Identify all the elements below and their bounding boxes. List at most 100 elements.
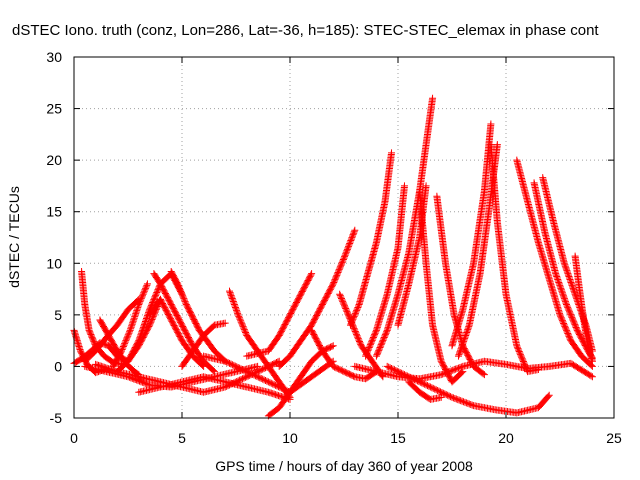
data-point — [352, 329, 360, 337]
data-point — [561, 296, 569, 304]
series-track — [383, 362, 553, 417]
data-point — [347, 237, 355, 245]
data-point — [566, 275, 574, 283]
data-point — [139, 323, 147, 331]
data-point — [350, 325, 358, 333]
data-point — [229, 296, 237, 304]
data-point — [119, 343, 127, 351]
data-point — [349, 315, 357, 323]
data-point — [563, 267, 571, 275]
data-point — [142, 284, 150, 292]
data-point — [552, 270, 560, 278]
data-point — [135, 301, 143, 309]
data-point — [349, 372, 357, 380]
data-point — [567, 312, 575, 320]
data-point — [337, 293, 345, 301]
data-point — [241, 327, 249, 335]
data-point — [559, 292, 567, 300]
data-point — [129, 319, 137, 327]
data-point — [556, 311, 564, 319]
data-point — [227, 360, 235, 368]
data-point — [561, 324, 569, 332]
data-point — [442, 391, 450, 399]
data-point — [456, 364, 464, 372]
data-point — [461, 334, 469, 342]
data-point — [457, 397, 465, 405]
data-point — [518, 353, 526, 361]
data-point — [259, 375, 267, 383]
data-point — [432, 386, 440, 394]
data-point — [224, 359, 232, 367]
x-tick-label: 10 — [282, 430, 298, 446]
data-point — [439, 370, 447, 378]
data-point — [263, 377, 271, 385]
data-point — [374, 349, 382, 357]
data-point — [519, 358, 527, 366]
data-point — [342, 305, 350, 313]
data-point — [381, 332, 389, 340]
series-track — [394, 182, 430, 329]
plot-frame — [73, 56, 615, 419]
data-point — [237, 365, 245, 373]
data-point — [544, 392, 552, 400]
data-point — [140, 320, 148, 328]
data-point — [459, 339, 467, 347]
data-point — [342, 306, 350, 314]
data-point — [234, 309, 242, 317]
data-point — [244, 368, 252, 376]
data-point — [132, 308, 140, 316]
data-point — [389, 365, 397, 373]
y-tick-label: 20 — [46, 152, 62, 168]
data-point — [355, 338, 363, 346]
data-point — [236, 315, 244, 323]
data-point — [178, 290, 186, 298]
data-point — [455, 396, 463, 404]
grid — [74, 57, 614, 418]
data-point — [518, 355, 526, 363]
y-tick-label: 15 — [46, 204, 62, 220]
data-point — [353, 305, 361, 313]
data-point — [446, 367, 454, 375]
data-point — [251, 372, 259, 380]
data-point — [341, 251, 349, 259]
data-point — [341, 303, 349, 311]
data-point — [380, 335, 388, 343]
data-point — [552, 271, 560, 279]
data-point — [130, 314, 138, 322]
data-point — [352, 308, 360, 316]
data-point — [461, 398, 469, 406]
data-point — [230, 361, 238, 369]
data-point — [143, 315, 151, 323]
data-point — [240, 366, 248, 374]
data-point — [138, 293, 146, 301]
data-point — [209, 367, 217, 375]
data-point — [564, 305, 572, 313]
data-point — [371, 329, 379, 337]
series-track — [513, 156, 596, 370]
data-point — [328, 342, 336, 350]
data-point — [372, 328, 380, 336]
data-point — [465, 400, 473, 408]
data-point — [336, 292, 344, 300]
data-point — [454, 396, 462, 404]
data-point — [140, 289, 148, 297]
data-point — [128, 322, 136, 330]
data-point — [385, 363, 393, 371]
data-point — [568, 280, 576, 288]
data-point — [380, 333, 388, 341]
data-point — [343, 309, 351, 317]
data-point — [239, 323, 247, 331]
data-point — [566, 309, 574, 317]
data-point — [270, 381, 278, 389]
data-point — [395, 368, 403, 376]
data-point — [351, 311, 359, 319]
data-point — [124, 332, 132, 340]
data-point — [467, 401, 475, 409]
data-point — [368, 336, 376, 344]
data-point — [462, 399, 470, 407]
data-point — [228, 293, 236, 301]
data-point — [229, 298, 237, 306]
data-point — [567, 278, 575, 286]
data-point — [176, 286, 184, 294]
data-point — [431, 385, 439, 393]
